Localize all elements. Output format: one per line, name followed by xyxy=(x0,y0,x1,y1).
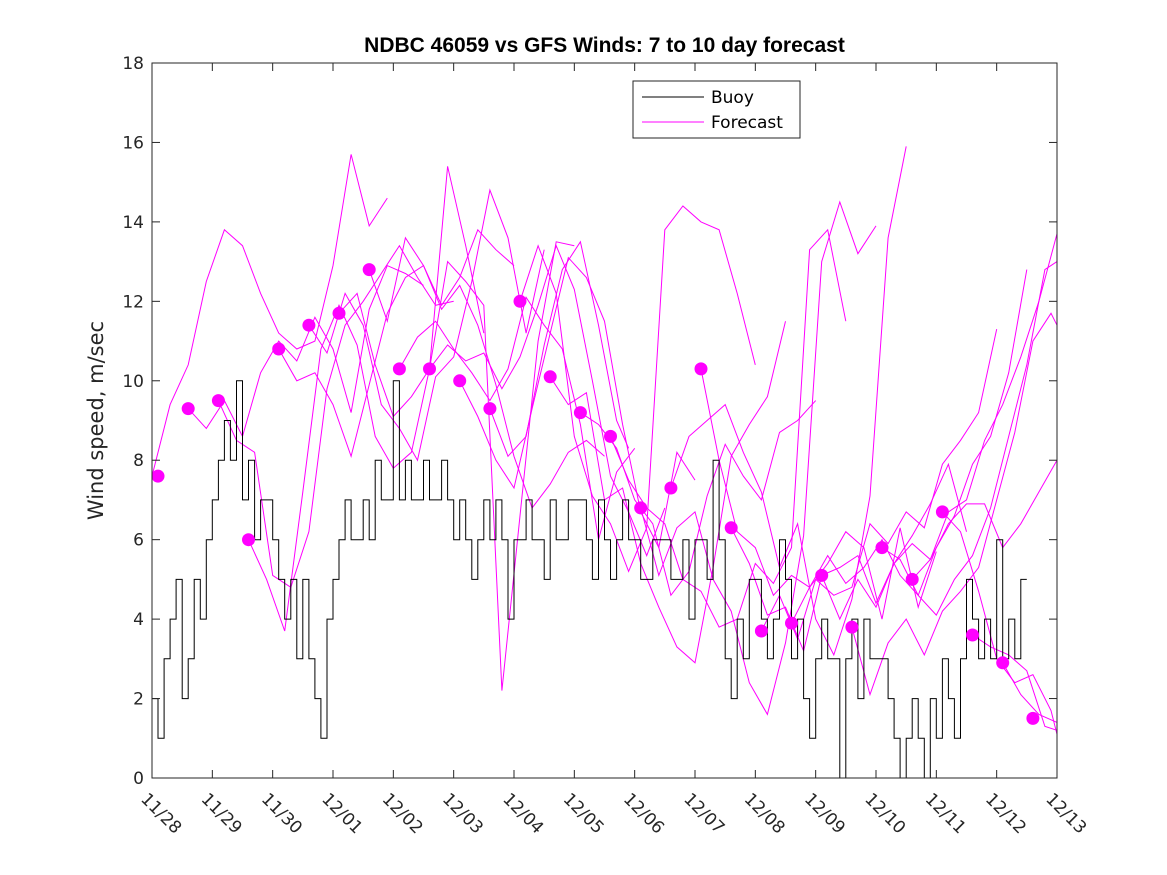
forecast-line-10 xyxy=(429,244,666,557)
y-axis-label: Wind speed, m/sec xyxy=(84,321,108,520)
forecast-marker-26 xyxy=(905,572,919,586)
forecast-line-15 xyxy=(580,400,817,597)
forecast-marker-4 xyxy=(242,533,255,547)
forecast-marker-17 xyxy=(634,501,648,515)
forecast-marker-9 xyxy=(392,362,406,376)
forecast-marker-10 xyxy=(423,362,436,376)
forecast-line-26 xyxy=(911,459,1058,580)
y-tick-label: 4 xyxy=(133,610,144,630)
y-tick-label: 12 xyxy=(122,292,144,312)
forecast-line-14 xyxy=(549,321,786,664)
forecast-marker-3 xyxy=(211,394,225,408)
legend-box xyxy=(632,80,801,139)
plot-frame xyxy=(151,62,1058,779)
y-tick-label: 16 xyxy=(122,133,144,153)
forecast-marker-12 xyxy=(483,402,497,416)
chart-title: NDBC 46059 vs GFS Winds: 7 to 10 day for… xyxy=(364,34,845,57)
forecast-line-23 xyxy=(821,233,1058,621)
forecast-marker-23 xyxy=(815,568,829,582)
forecast-marker-20 xyxy=(724,521,738,535)
legend: Buoy Forecast xyxy=(632,80,801,139)
forecast-line-17 xyxy=(640,200,877,716)
buoy-line xyxy=(152,380,1027,779)
forecast-line-18 xyxy=(670,146,907,657)
forecast-line-16 xyxy=(610,228,847,628)
forecast-line-21 xyxy=(760,328,998,641)
forecast-line-5 xyxy=(278,228,515,459)
forecast-marker-27 xyxy=(935,505,949,519)
y-tick-label: 6 xyxy=(133,531,144,551)
forecast-marker-7 xyxy=(332,306,346,320)
y-tick-label: 10 xyxy=(122,372,144,392)
forecast-markers xyxy=(151,263,1040,725)
forecast-marker-6 xyxy=(302,318,316,332)
forecast-marker-15 xyxy=(573,406,587,420)
plot-area xyxy=(152,63,1057,778)
forecast-line-11 xyxy=(459,256,696,550)
forecast-line-22 xyxy=(791,269,1028,624)
forecast-line-6 xyxy=(308,188,545,462)
forecast-line-9 xyxy=(398,296,636,540)
forecast-lines xyxy=(151,146,1058,735)
forecast-marker-11 xyxy=(453,374,467,388)
forecast-marker-8 xyxy=(362,263,376,277)
y-tick-label: 18 xyxy=(122,54,144,74)
y-tick-label: 8 xyxy=(133,451,144,471)
forecast-marker-19 xyxy=(694,362,708,376)
forecast-line-8 xyxy=(368,236,605,509)
forecast-marker-18 xyxy=(664,481,678,495)
forecast-line-4 xyxy=(248,166,485,632)
forecast-marker-22 xyxy=(785,616,798,630)
forecast-line-12 xyxy=(489,240,630,458)
forecast-line-28 xyxy=(972,634,1058,731)
forecast-marker-25 xyxy=(875,541,889,555)
forecast-marker-13 xyxy=(513,294,527,308)
forecast-marker-14 xyxy=(543,370,557,384)
y-tick-label: 14 xyxy=(122,213,144,233)
buoy-line-group xyxy=(152,380,1027,779)
forecast-line-24 xyxy=(851,312,1058,697)
forecast-line-7 xyxy=(338,241,575,691)
forecast-marker-5 xyxy=(272,342,286,356)
forecast-marker-1 xyxy=(151,469,165,483)
legend-label-forecast: Forecast xyxy=(711,113,783,133)
forecast-marker-2 xyxy=(181,402,195,416)
y-tick-label: 0 xyxy=(133,769,144,789)
forecast-line-27 xyxy=(942,511,1058,735)
forecast-marker-24 xyxy=(845,620,859,634)
forecast-marker-28 xyxy=(966,628,979,642)
legend-label-buoy: Buoy xyxy=(711,88,754,108)
forecast-marker-16 xyxy=(604,429,617,443)
forecast-line-3 xyxy=(217,244,454,589)
y-tick-label: 2 xyxy=(133,690,144,710)
forecast-marker-21 xyxy=(754,624,768,638)
forecast-line-2 xyxy=(187,264,424,438)
y-axis: 0 2 4 6 8 10 12 14 16 18 xyxy=(122,54,1057,789)
forecast-line-29 xyxy=(1002,662,1058,723)
forecast-marker-29 xyxy=(996,656,1010,670)
forecast-marker-30 xyxy=(1026,711,1040,725)
forecast-line-1 xyxy=(151,154,388,477)
